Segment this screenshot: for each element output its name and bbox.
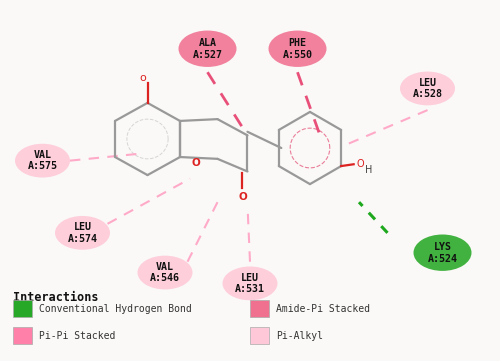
- Ellipse shape: [138, 256, 192, 290]
- FancyBboxPatch shape: [12, 327, 32, 344]
- Text: LYS
A:524: LYS A:524: [428, 242, 458, 264]
- Text: LEU
A:574: LEU A:574: [68, 222, 98, 244]
- Text: Interactions: Interactions: [12, 291, 98, 304]
- Text: VAL
A:546: VAL A:546: [150, 262, 180, 283]
- Text: Conventional Hydrogen Bond: Conventional Hydrogen Bond: [39, 304, 192, 314]
- FancyBboxPatch shape: [12, 300, 32, 317]
- Text: Amide-Pi Stacked: Amide-Pi Stacked: [276, 304, 370, 314]
- Text: LEU
A:528: LEU A:528: [412, 78, 442, 99]
- Text: ALA
A:527: ALA A:527: [192, 38, 222, 60]
- FancyBboxPatch shape: [250, 327, 269, 344]
- Ellipse shape: [222, 266, 278, 300]
- Ellipse shape: [15, 144, 70, 178]
- Ellipse shape: [268, 31, 326, 67]
- Text: O: O: [192, 158, 200, 168]
- Ellipse shape: [55, 216, 110, 250]
- Ellipse shape: [178, 31, 236, 67]
- Ellipse shape: [414, 235, 472, 271]
- Text: Pi-Pi Stacked: Pi-Pi Stacked: [39, 331, 116, 341]
- Text: PHE
A:550: PHE A:550: [282, 38, 312, 60]
- Text: O: O: [238, 192, 247, 202]
- Text: H: H: [366, 165, 373, 175]
- Ellipse shape: [400, 71, 455, 105]
- Text: VAL
A:575: VAL A:575: [28, 150, 58, 171]
- FancyBboxPatch shape: [250, 300, 269, 317]
- Text: Pi-Alkyl: Pi-Alkyl: [276, 331, 324, 341]
- Text: LEU
A:531: LEU A:531: [235, 273, 265, 294]
- Text: O: O: [356, 159, 364, 169]
- Text: o: o: [139, 73, 146, 83]
